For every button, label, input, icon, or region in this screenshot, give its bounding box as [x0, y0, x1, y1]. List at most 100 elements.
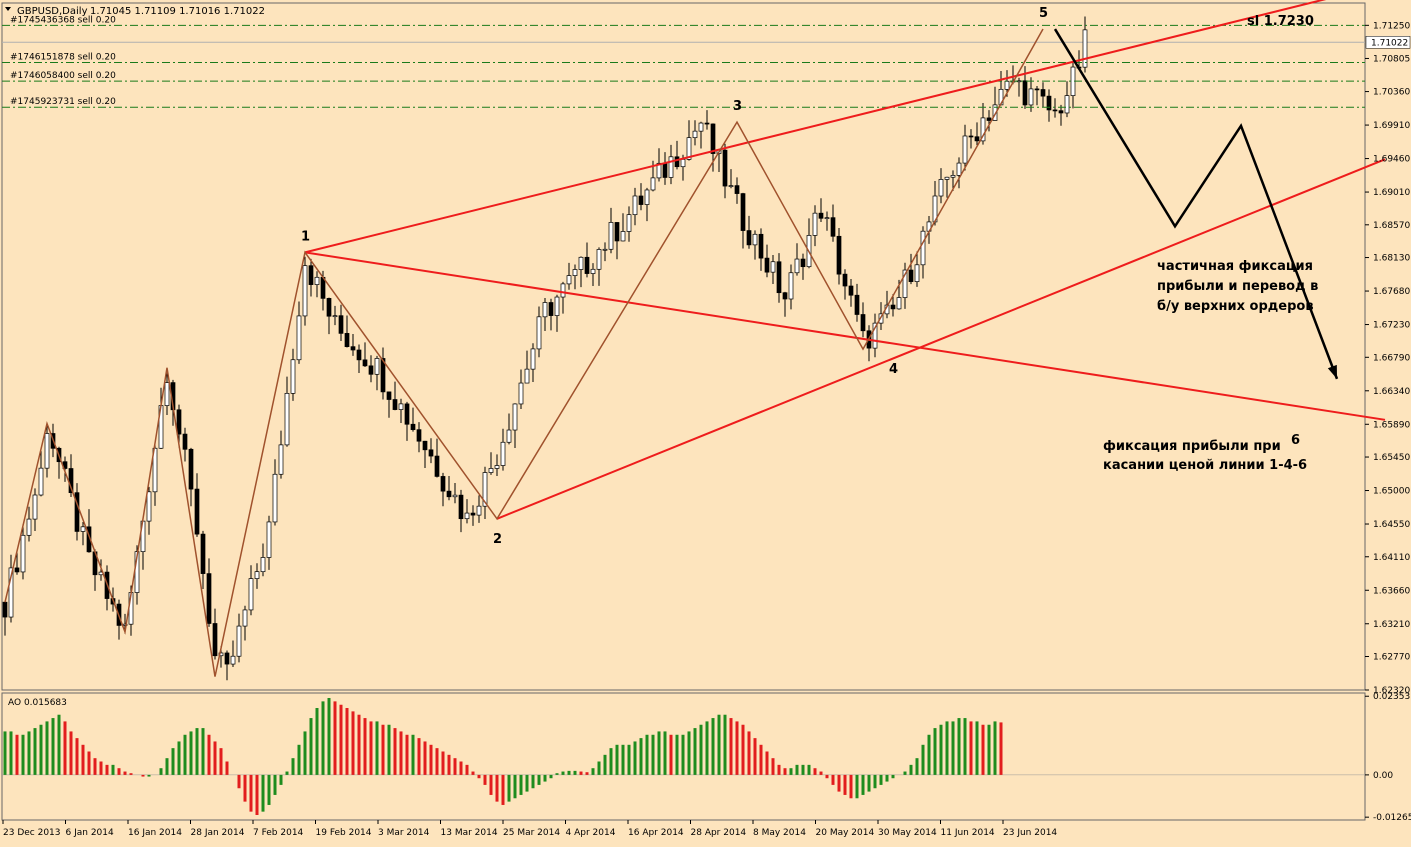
candle-body — [236, 625, 242, 657]
candle-body — [800, 258, 806, 268]
candle-body — [494, 465, 500, 469]
candle-body — [656, 162, 662, 179]
ao-tick-label: 0.02353 — [1373, 692, 1410, 702]
note2-line2: касании ценой линии 1-4-6 — [1103, 458, 1307, 473]
candle-body — [668, 156, 674, 178]
candle-body — [530, 348, 536, 370]
candle-body — [608, 222, 614, 250]
time-tick-label: 6 Jan 2014 — [66, 828, 114, 838]
price-tick-label: 1.70360 — [1373, 88, 1410, 98]
candle-body — [740, 193, 746, 231]
candle-body — [8, 567, 14, 618]
candle-body — [830, 217, 836, 237]
candle-body — [440, 476, 446, 492]
candle-body — [164, 382, 170, 406]
candle-body — [614, 222, 620, 242]
candle-body — [752, 233, 758, 246]
candle-body — [818, 212, 824, 219]
candle-body — [422, 440, 428, 451]
candle-body — [290, 359, 296, 394]
order-label: #1745436368 sell 0.20 — [10, 15, 116, 25]
candle-body — [38, 467, 44, 496]
candle-body — [338, 315, 344, 334]
candle-body — [872, 322, 878, 349]
time-tick-label: 20 May 2014 — [816, 828, 875, 838]
candle-body — [404, 403, 410, 425]
candle-body — [176, 409, 182, 435]
candle-body — [554, 296, 560, 316]
candle-body — [302, 265, 308, 317]
time-tick-label: 11 Jun 2014 — [941, 828, 995, 838]
candle-body — [152, 447, 158, 493]
candle-body — [518, 382, 524, 405]
candle-body — [74, 492, 80, 532]
candle-body — [974, 136, 980, 142]
candle-body — [254, 571, 260, 579]
candle-body — [1034, 88, 1040, 91]
price-tick-label: 1.65890 — [1373, 420, 1410, 430]
candle-body — [194, 488, 200, 535]
candle-body — [962, 135, 968, 164]
current-price-box — [1365, 36, 1411, 49]
current-price-label: 1.71022 — [1371, 38, 1408, 48]
candle-body — [764, 257, 770, 273]
candle-body — [650, 177, 656, 191]
candle-body — [1052, 109, 1058, 112]
candle-body — [860, 314, 866, 332]
candle-body — [1058, 110, 1064, 114]
note2-line1: фиксация прибыли при — [1103, 439, 1281, 454]
chart-ohlc: 1.71045 1.71109 1.71016 1.71022 — [90, 6, 265, 17]
candle-body — [458, 494, 464, 520]
candle-body — [992, 104, 998, 121]
candle-body — [1040, 89, 1046, 97]
candle-body — [704, 122, 710, 125]
candle-body — [680, 159, 686, 168]
candle-body — [476, 505, 482, 516]
price-tick-label: 1.69460 — [1373, 155, 1410, 165]
candle-body — [314, 276, 320, 285]
candle-body — [452, 494, 458, 498]
time-tick-label: 16 Apr 2014 — [628, 828, 684, 838]
time-tick-label: 23 Jun 2014 — [1003, 828, 1057, 838]
candle-body — [758, 233, 764, 259]
candle-body — [674, 156, 680, 168]
candle-body — [2, 601, 8, 618]
wave-label-4: 4 — [889, 362, 898, 377]
candle-body — [350, 346, 356, 351]
candle-body — [14, 567, 20, 573]
candle-body — [950, 175, 956, 178]
candle-body — [398, 403, 404, 410]
price-tick-label: 1.67230 — [1373, 321, 1410, 331]
order-label: #1746058400 sell 0.20 — [10, 71, 116, 81]
candle-body — [488, 468, 494, 473]
candle-body — [308, 265, 314, 285]
ao-pane-frame — [1, 692, 1366, 821]
time-tick-label: 25 Mar 2014 — [503, 828, 560, 838]
triangle-down-icon[interactable] — [5, 7, 11, 11]
wave-label-5: 5 — [1039, 6, 1048, 21]
candle-body — [788, 272, 794, 300]
forecast-arrowhead — [1327, 364, 1337, 379]
candle-body — [332, 315, 338, 318]
candle-body — [506, 429, 512, 443]
candle-body — [230, 655, 236, 665]
time-tick-label: 3 Mar 2014 — [378, 828, 430, 838]
candle-body — [200, 533, 206, 574]
price-tick-label: 1.67680 — [1373, 287, 1410, 297]
candle-body — [542, 302, 548, 318]
price-tick-label: 1.70805 — [1373, 54, 1410, 64]
candle-body — [386, 391, 392, 400]
candle-body — [728, 185, 734, 187]
candle-body — [644, 189, 650, 205]
candle-body — [956, 162, 962, 176]
candle-body — [1064, 95, 1070, 114]
candle-body — [26, 518, 32, 536]
candle-body — [722, 149, 728, 187]
ao-label: AO 0.015683 — [8, 698, 67, 708]
candle-body — [224, 652, 230, 665]
channel-line — [304, 251, 1386, 421]
candle-body — [626, 214, 632, 232]
